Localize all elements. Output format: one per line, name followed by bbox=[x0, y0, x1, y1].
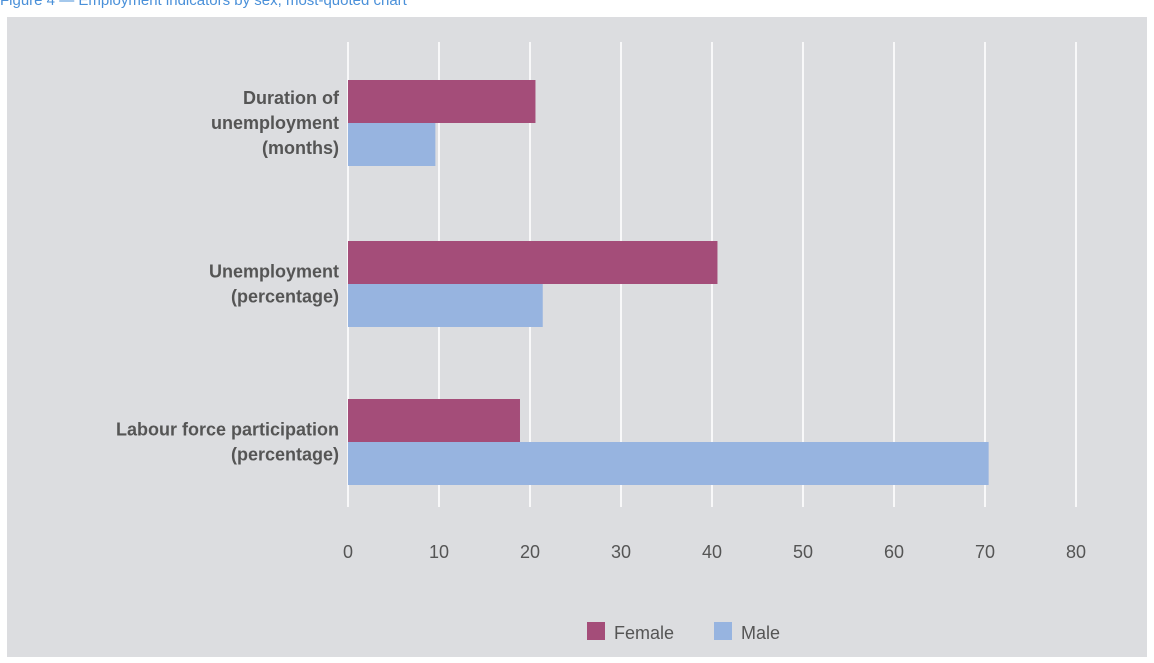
category-label-1: unemployment bbox=[211, 113, 339, 133]
bar-female-2 bbox=[348, 241, 718, 284]
category-label-1: (months) bbox=[262, 138, 339, 158]
chart-panel: Duration of unemployment (months) Unemploym… bbox=[7, 17, 1147, 657]
bar-male-2 bbox=[348, 284, 543, 327]
category-label-2: Unemployment bbox=[209, 262, 339, 282]
x-tick-label: 10 bbox=[429, 542, 449, 562]
legend-swatch-male bbox=[714, 622, 732, 640]
legend-swatch-female bbox=[587, 622, 605, 640]
legend-label-male: Male bbox=[741, 623, 780, 643]
bar-female-3 bbox=[348, 399, 520, 442]
x-tick-label: 20 bbox=[520, 542, 540, 562]
bar-chart: Duration of unemployment (months) Unemploym… bbox=[116, 42, 1086, 643]
x-tick-label: 70 bbox=[975, 542, 995, 562]
category-label-2: (percentage) bbox=[231, 287, 339, 307]
figure-caption: Figure 4 — Employment indicators by sex,… bbox=[0, 0, 407, 9]
legend-label-female: Female bbox=[614, 623, 674, 643]
bar-male-1 bbox=[348, 123, 436, 166]
x-tick-label: 30 bbox=[611, 542, 631, 562]
x-tick-label: 80 bbox=[1066, 542, 1086, 562]
category-label-3: Labour force participation bbox=[116, 420, 339, 440]
x-tick-label: 60 bbox=[884, 542, 904, 562]
category-label-1: Duration of bbox=[243, 88, 340, 108]
bar-female-1 bbox=[348, 80, 536, 123]
x-tick-label: 0 bbox=[343, 542, 353, 562]
bar-male-3 bbox=[348, 442, 989, 485]
x-tick-label: 40 bbox=[702, 542, 722, 562]
category-label-3: (percentage) bbox=[231, 445, 339, 465]
x-tick-label: 50 bbox=[793, 542, 813, 562]
